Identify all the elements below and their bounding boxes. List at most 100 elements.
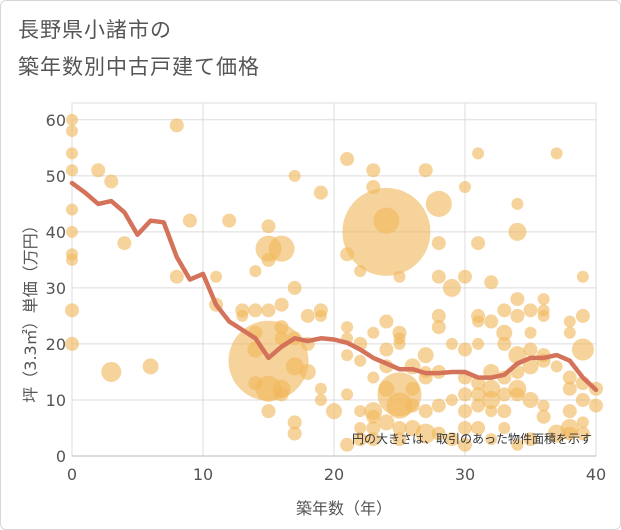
bubble-point bbox=[66, 225, 78, 238]
bubble-point bbox=[340, 437, 355, 452]
bubble-point bbox=[508, 222, 527, 241]
bubble-point bbox=[236, 309, 249, 322]
bubble-point bbox=[314, 382, 327, 395]
bubble-point bbox=[484, 275, 499, 290]
bubble-point bbox=[575, 392, 590, 407]
bubble-point bbox=[458, 387, 472, 402]
bubble-point bbox=[378, 414, 395, 431]
size-note: 円の大きさは、取引のあった物件面積を示す bbox=[352, 431, 592, 446]
bubble-point bbox=[300, 308, 315, 323]
bubble-point bbox=[66, 113, 78, 126]
bubble-point bbox=[562, 381, 577, 396]
bubble-point bbox=[287, 415, 302, 430]
bubble-point bbox=[415, 423, 436, 444]
bubble-point bbox=[104, 174, 119, 189]
bubble-point bbox=[523, 432, 538, 447]
bubble-point bbox=[589, 398, 603, 413]
bubble-point bbox=[418, 163, 433, 178]
bubble-point bbox=[182, 213, 197, 228]
bubble-point bbox=[522, 358, 539, 375]
bubble-point bbox=[393, 337, 406, 350]
bubble-point bbox=[458, 342, 472, 357]
bubble-point bbox=[340, 152, 355, 167]
bubble-point bbox=[288, 169, 301, 182]
bubble-point bbox=[299, 363, 316, 380]
bubble-point bbox=[379, 314, 394, 329]
bubble-point bbox=[563, 315, 576, 328]
bubble-point bbox=[485, 433, 498, 446]
bubble-point bbox=[393, 270, 406, 283]
x-tick-label: 10 bbox=[193, 465, 213, 484]
bubble-point bbox=[366, 432, 381, 447]
y-tick-label: 30 bbox=[46, 279, 66, 298]
x-tick-label: 40 bbox=[586, 465, 606, 484]
bubble-point bbox=[261, 404, 276, 419]
bubble-point bbox=[405, 381, 420, 396]
bubble-point bbox=[261, 219, 276, 234]
bubble-point bbox=[511, 197, 524, 210]
bubble-point bbox=[314, 393, 327, 406]
bubble-point bbox=[261, 303, 276, 318]
bubble-point bbox=[537, 399, 550, 412]
bubble-point bbox=[458, 269, 472, 284]
bubble-point bbox=[285, 357, 304, 376]
bubble-point bbox=[431, 236, 446, 251]
bubble-point bbox=[445, 337, 458, 350]
chart-title: 長野県小諸市の 築年数別中古戸建て価格 bbox=[18, 12, 260, 86]
bubble-point bbox=[169, 269, 184, 284]
bubble-point bbox=[354, 405, 367, 418]
bubble-point bbox=[471, 236, 486, 251]
x-tick-label: 0 bbox=[67, 465, 77, 484]
bubble-point bbox=[482, 390, 501, 409]
bubble-point bbox=[274, 387, 289, 402]
axis-ticks: 0 10 20 30 40 50 60 0 10 20 30 40 bbox=[46, 111, 607, 484]
bubble-point bbox=[373, 207, 400, 234]
bubble-point bbox=[392, 432, 407, 447]
bubble-point bbox=[523, 342, 538, 357]
y-tick-label: 10 bbox=[46, 391, 66, 410]
bubble-point bbox=[65, 303, 79, 318]
bubble-point bbox=[510, 292, 525, 307]
bubble-point bbox=[431, 426, 446, 441]
y-axis-label: 坪（3.3㎡）単価（万円） bbox=[21, 217, 40, 402]
bubble-point bbox=[313, 185, 328, 200]
bubble-point bbox=[562, 404, 577, 419]
bubble-point bbox=[575, 308, 590, 323]
bubble-point bbox=[169, 118, 184, 133]
bubble-point bbox=[431, 269, 446, 284]
bubble-point bbox=[66, 164, 78, 177]
bubble-point bbox=[562, 426, 577, 441]
bubble-point bbox=[431, 308, 446, 323]
bubble-point bbox=[458, 404, 472, 419]
bubble-point bbox=[392, 420, 407, 435]
x-axis-label: 築年数（年） bbox=[296, 499, 392, 518]
bubble-point bbox=[562, 370, 577, 385]
bubble-point bbox=[576, 270, 589, 283]
bubble-point bbox=[366, 163, 381, 178]
bubble-point bbox=[66, 203, 78, 216]
bubble-point bbox=[523, 303, 538, 318]
bubble-point bbox=[314, 309, 327, 322]
bubble-point bbox=[458, 420, 472, 435]
bubble-point bbox=[445, 393, 458, 406]
bubble-point bbox=[536, 409, 551, 424]
bubble-point bbox=[537, 309, 550, 322]
bubble-point bbox=[444, 432, 459, 447]
y-tick-label: 0 bbox=[56, 447, 66, 466]
bubble-point bbox=[249, 265, 262, 278]
bubble-point bbox=[425, 190, 452, 217]
bubble-point bbox=[459, 181, 471, 194]
grid bbox=[71, 102, 597, 457]
bubble-point bbox=[66, 147, 78, 160]
bubble-point bbox=[522, 391, 539, 408]
bubble-point bbox=[442, 278, 461, 297]
bubble-point bbox=[405, 398, 420, 413]
bubble-point bbox=[575, 426, 590, 441]
bubble-point bbox=[472, 315, 485, 328]
bubble-point bbox=[379, 342, 394, 357]
x-tick-label: 20 bbox=[324, 465, 344, 484]
bubble-point bbox=[354, 354, 367, 367]
bubble-point bbox=[341, 349, 354, 362]
bubble-point bbox=[537, 293, 550, 306]
bubble-point bbox=[471, 387, 486, 402]
